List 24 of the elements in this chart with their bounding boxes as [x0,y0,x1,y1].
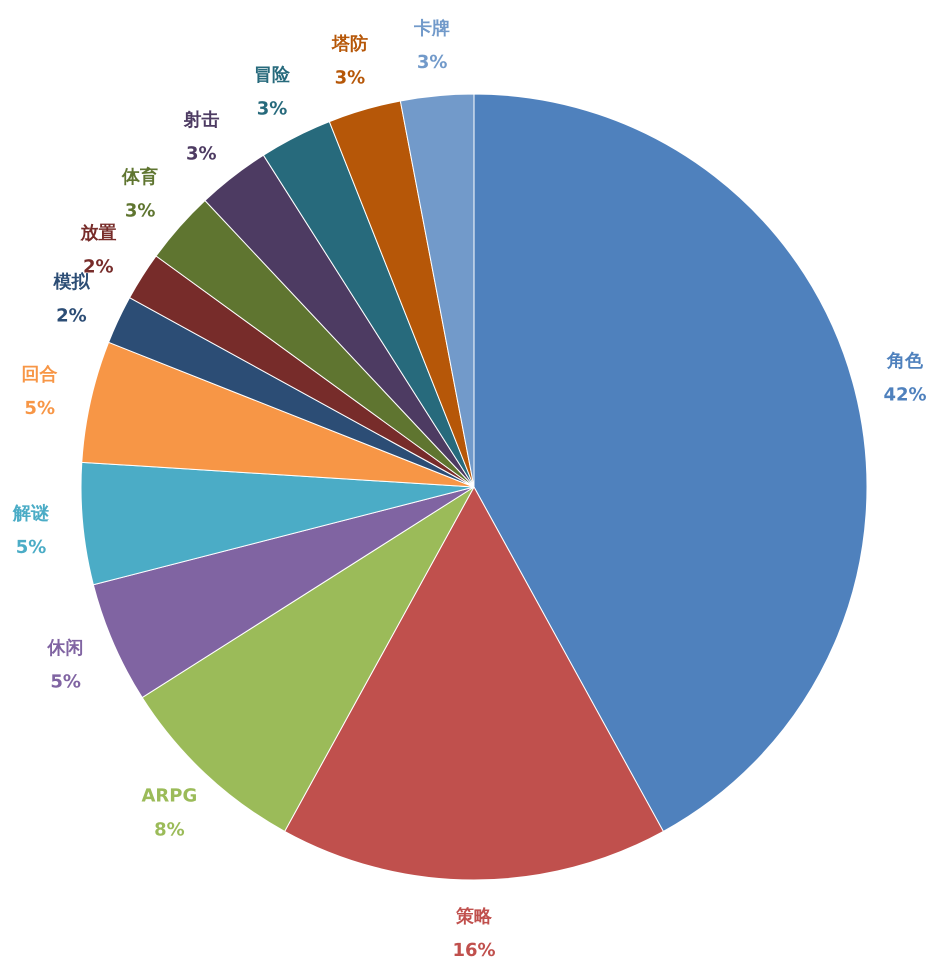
slice-label: 解谜 [12,502,49,524]
data-label: 5% [16,536,46,558]
slice-label: 放置 [79,222,116,244]
data-label: 3% [334,68,366,89]
slice-label: 射击 [182,109,220,130]
data-label: 5% [24,398,55,419]
data-label: 2% [56,306,87,327]
data-label: 5% [50,672,81,693]
data-label: 3% [416,52,448,73]
slice-label: ARPG [141,785,198,806]
data-label: 8% [154,819,185,840]
data-label: 3% [256,98,288,120]
slice-label: 塔防 [330,34,368,55]
data-label: 16% [452,940,496,961]
slice-label: 体育 [121,166,158,188]
data-label: 3% [124,200,156,222]
slice-label: 休闲 [46,638,84,659]
slice-label: 角色 [886,350,924,372]
data-label: 3% [186,143,217,164]
slice-label: 卡牌 [413,18,450,39]
slice-label: 策略 [455,906,493,927]
slice-label: 冒险 [254,64,291,86]
slice-label: 回合 [22,364,58,385]
data-label: 42% [883,384,927,406]
